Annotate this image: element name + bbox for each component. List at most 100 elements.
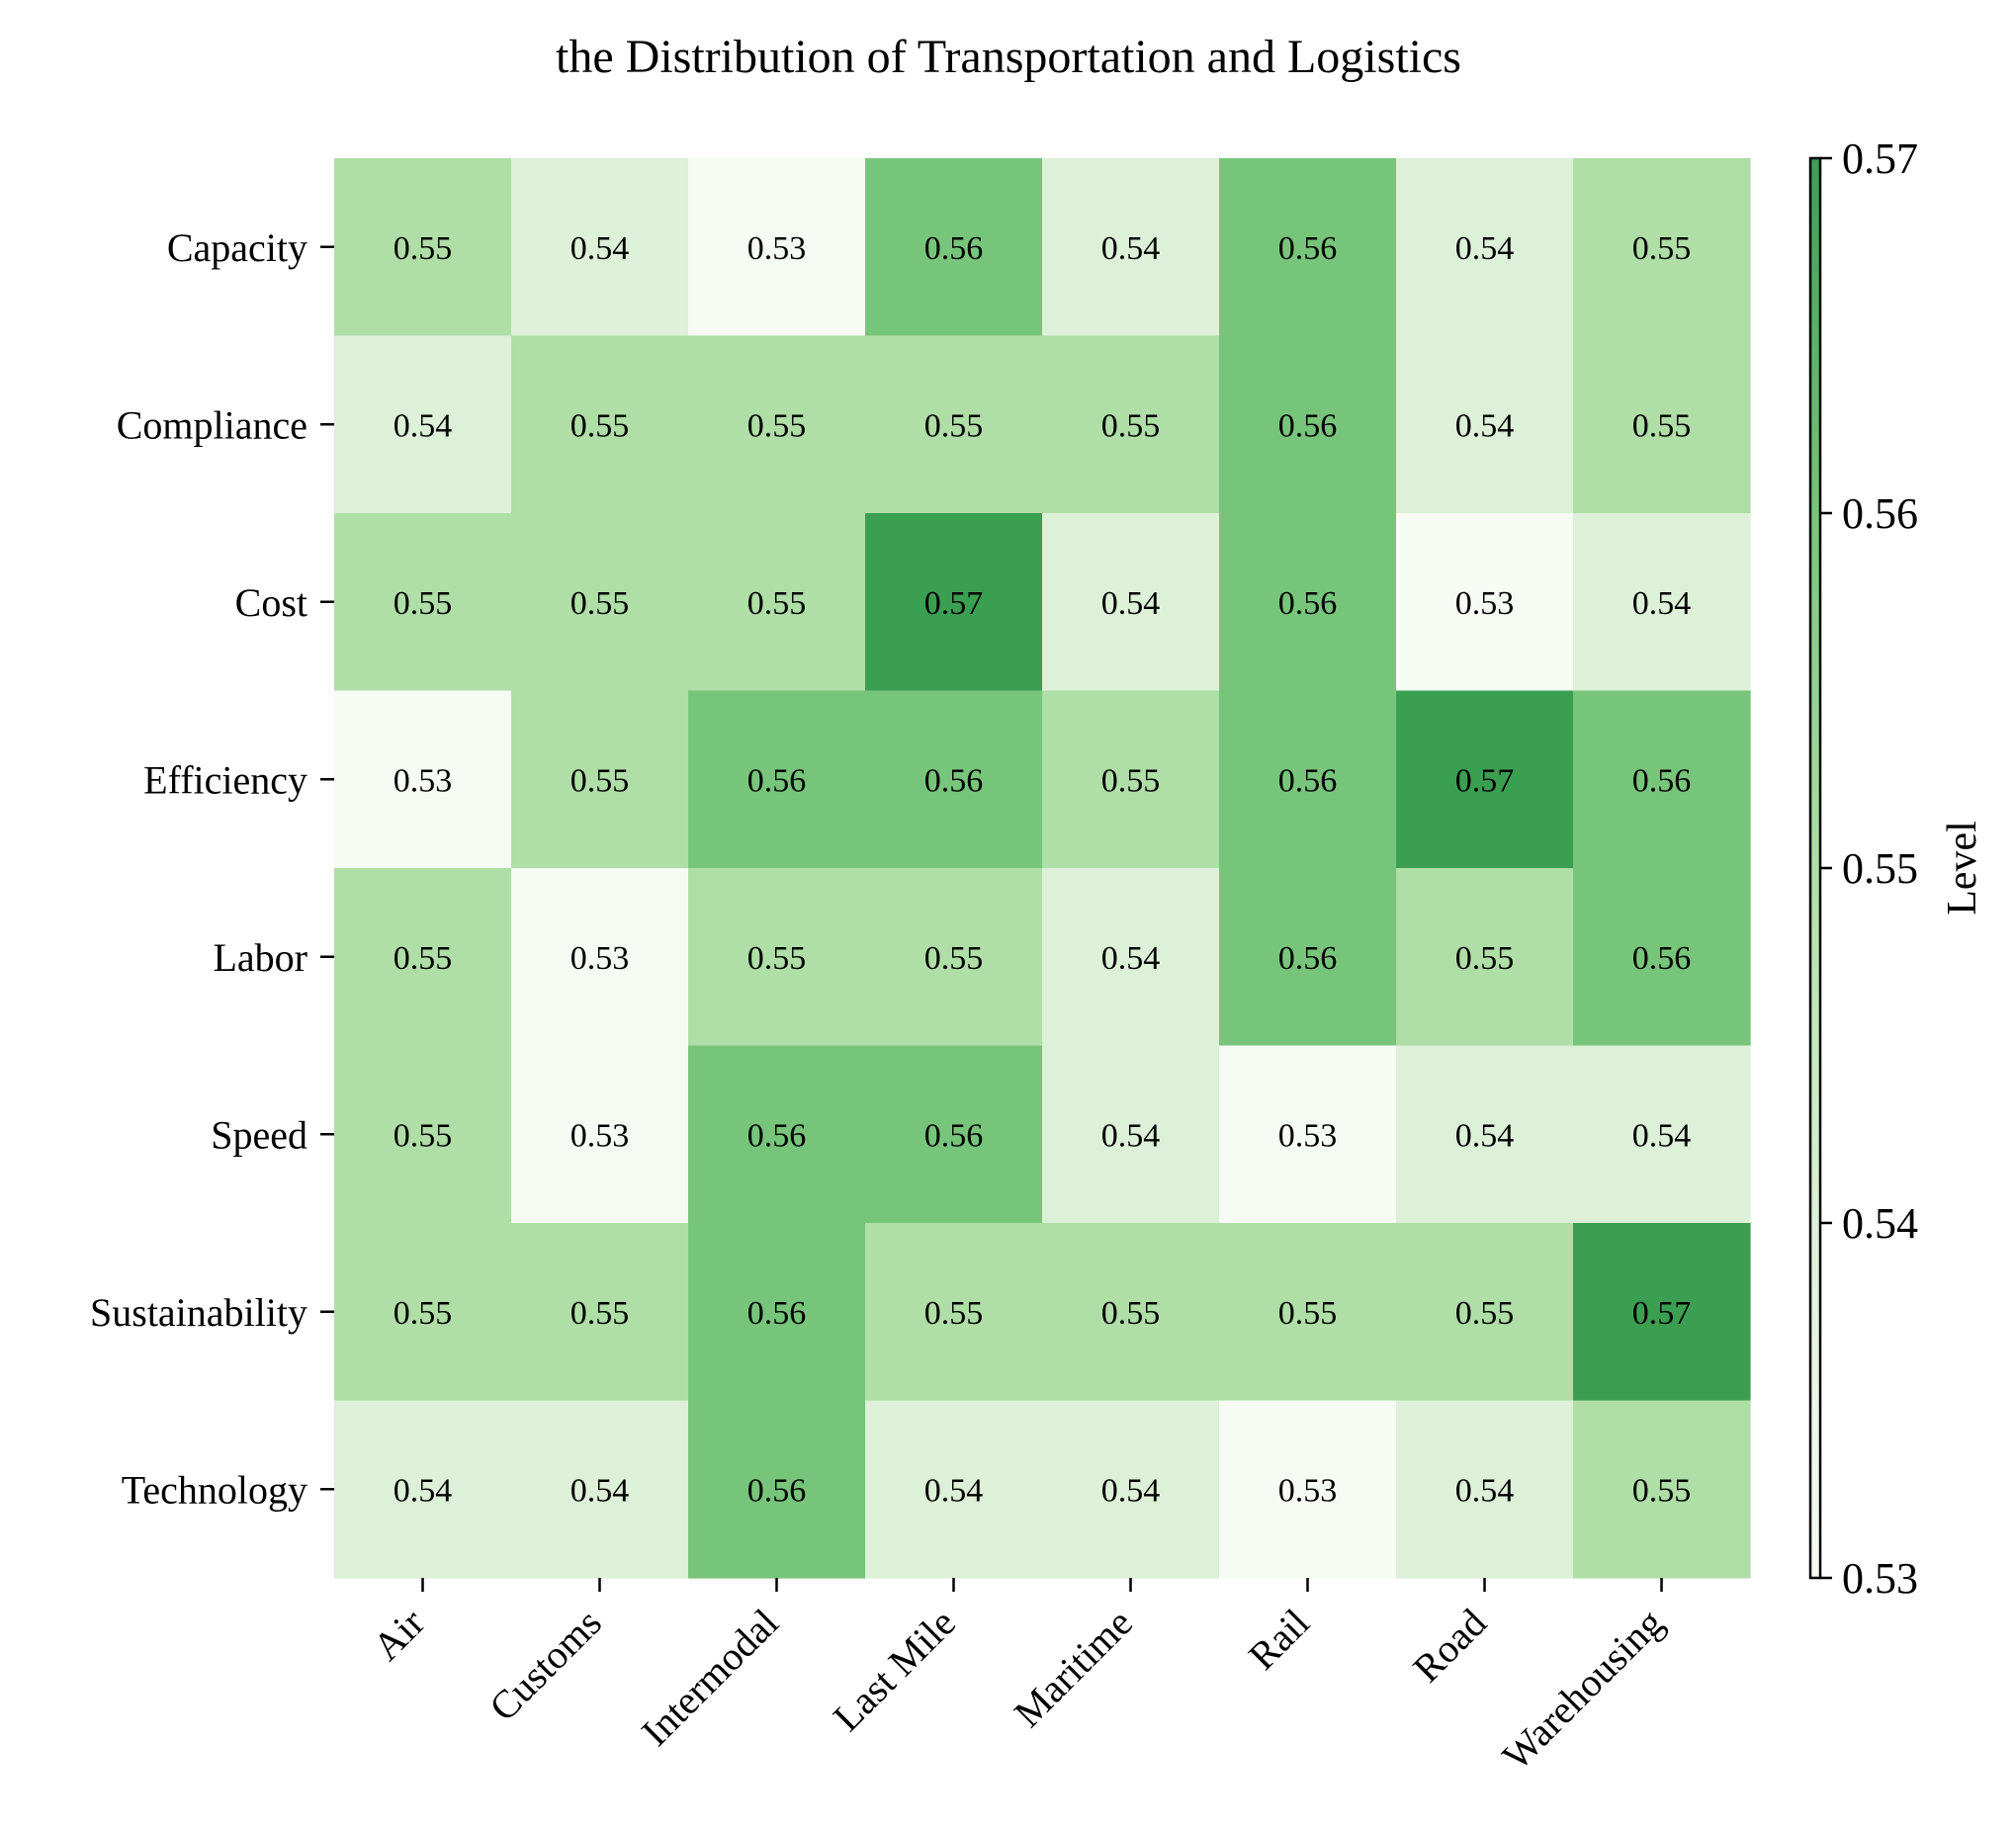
- heatmap-cell-labor-warehousing: [1573, 868, 1751, 1047]
- cell-value-label: 0.55: [1455, 1295, 1515, 1332]
- cell-value-label: 0.54: [1455, 1117, 1515, 1154]
- cell-value-label: 0.54: [924, 1472, 984, 1509]
- cell-value-label: 0.55: [394, 940, 453, 977]
- cell-value-label: 0.54: [1455, 1472, 1515, 1509]
- colorbar-tick-label: 0.57: [1842, 134, 1918, 183]
- colorbar: 0.53 0.54 0.55 0.56 0.57: [1808, 134, 1918, 1603]
- cell-value-label: 0.54: [570, 1472, 630, 1509]
- heatmap-cell-cost-road: [1396, 513, 1574, 692]
- y-axis: Capacity Compliance Cost Efficiency Labor Spe…: [90, 225, 334, 1512]
- heatmap-cell-cost-customs: [511, 513, 689, 692]
- colorbar-label: Level: [1940, 821, 1985, 915]
- heatmap-cell-efficiency-last-mile: [865, 690, 1043, 869]
- heatmap-cell-capacity-maritime: [1042, 158, 1220, 337]
- x-tick-label: Last Mile: [825, 1601, 964, 1740]
- heatmap-cell-efficiency-maritime: [1042, 690, 1220, 869]
- colorbar-tick-label: 0.56: [1842, 489, 1918, 538]
- cell-value-label: 0.55: [924, 940, 984, 977]
- heatmap-cell-technology-customs: [511, 1400, 689, 1579]
- cell-value-label: 0.53: [1278, 1472, 1338, 1509]
- colorbar-tick-label: 0.53: [1842, 1554, 1918, 1603]
- heatmap-cell-technology-intermodal: [688, 1400, 866, 1579]
- heatmap-cell-labor-customs: [511, 868, 689, 1047]
- heatmap-cell-labor-rail: [1219, 868, 1397, 1047]
- heatmap-cell-technology-warehousing: [1573, 1400, 1751, 1579]
- cell-value-label: 0.56: [924, 230, 984, 267]
- heatmap-cell-capacity-last-mile: [865, 158, 1043, 337]
- heatmap-cell-sustainability-rail: [1219, 1223, 1397, 1402]
- heatmap-cell-efficiency-air: [334, 690, 512, 869]
- cell-value-label: 0.55: [394, 1295, 453, 1332]
- heatmap-cell-technology-air: [334, 1400, 512, 1579]
- heatmap-cell-compliance-warehousing: [1573, 335, 1751, 514]
- heatmap-cell-labels: 0.55 0.54 0.53 0.56 0.54 0.56 0.54 0.55 0.54 0.55…: [394, 230, 1692, 1510]
- cell-value-label: 0.56: [1278, 762, 1338, 799]
- cell-value-label: 0.54: [394, 407, 453, 444]
- cell-value-label: 0.55: [924, 1295, 984, 1332]
- heatmap-cell-capacity-air: [334, 158, 512, 337]
- heatmap-cell-compliance-customs: [511, 335, 689, 514]
- heatmap-cell-compliance-rail: [1219, 335, 1397, 514]
- heatmap-cell-sustainability-maritime: [1042, 1223, 1220, 1402]
- heatmap-cell-technology-maritime: [1042, 1400, 1220, 1579]
- cell-value-label: 0.55: [1278, 1295, 1338, 1332]
- heatmap-cell-speed-intermodal: [688, 1045, 866, 1224]
- heatmap-cell-technology-rail: [1219, 1400, 1397, 1579]
- cell-value-label: 0.53: [570, 1117, 630, 1154]
- cell-value-label: 0.53: [1455, 585, 1515, 622]
- heatmap-cell-efficiency-road: [1396, 690, 1574, 869]
- heatmap-cell-labor-maritime: [1042, 868, 1220, 1047]
- cell-value-label: 0.56: [924, 762, 984, 799]
- x-tick-label: Customs: [481, 1601, 610, 1730]
- cell-value-label: 0.56: [1632, 940, 1692, 977]
- y-tick-label: Compliance: [117, 402, 307, 447]
- y-tick-label: Efficiency: [143, 757, 307, 802]
- x-tick-label: Air: [364, 1601, 433, 1670]
- heatmap-cell-compliance-intermodal: [688, 335, 866, 514]
- heatmap-cell-speed-warehousing: [1573, 1045, 1751, 1224]
- cell-value-label: 0.54: [1101, 585, 1161, 622]
- x-tick-label: Intermodal: [633, 1601, 787, 1755]
- heatmap-cell-speed-rail: [1219, 1045, 1397, 1224]
- heatmap-cell-sustainability-intermodal: [688, 1223, 866, 1402]
- heatmap-cell-efficiency-rail: [1219, 690, 1397, 869]
- heatmap-cell-cost-rail: [1219, 513, 1397, 692]
- heatmap-cell-labor-air: [334, 868, 512, 1047]
- cell-value-label: 0.55: [1101, 762, 1161, 799]
- cell-value-label: 0.55: [747, 940, 807, 977]
- cell-value-label: 0.55: [394, 585, 453, 622]
- x-tick-label: Rail: [1240, 1601, 1318, 1679]
- heatmap-cell-labor-road: [1396, 868, 1574, 1047]
- cell-value-label: 0.56: [747, 1117, 807, 1154]
- heatmap-cell-capacity-warehousing: [1573, 158, 1751, 337]
- x-tick-label: Maritime: [1006, 1601, 1141, 1736]
- heatmap-cell-efficiency-customs: [511, 690, 689, 869]
- y-tick-label: Capacity: [167, 225, 307, 270]
- cell-value-label: 0.53: [747, 230, 807, 267]
- heatmap-cell-efficiency-warehousing: [1573, 690, 1751, 869]
- cell-value-label: 0.56: [924, 1117, 984, 1154]
- heatmap-cell-capacity-rail: [1219, 158, 1397, 337]
- cell-value-label: 0.54: [1101, 1472, 1161, 1509]
- chart-title: the Distribution of Transportation and L…: [556, 31, 1461, 83]
- cell-value-label: 0.54: [1101, 1117, 1161, 1154]
- cell-value-label: 0.55: [1632, 407, 1692, 444]
- cell-value-label: 0.55: [1632, 230, 1692, 267]
- cell-value-label: 0.53: [570, 940, 630, 977]
- cell-value-label: 0.56: [747, 1295, 807, 1332]
- heatmap-cell-cost-intermodal: [688, 513, 866, 692]
- y-tick-label: Cost: [235, 580, 307, 625]
- y-tick-label: Speed: [211, 1112, 307, 1157]
- heatmap-cell-cost-warehousing: [1573, 513, 1751, 692]
- heatmap-cell-compliance-road: [1396, 335, 1574, 514]
- cell-value-label: 0.57: [1455, 762, 1515, 799]
- x-tick-label: Warehousing: [1494, 1601, 1672, 1779]
- heatmap-cell-sustainability-road: [1396, 1223, 1574, 1402]
- cell-value-label: 0.55: [747, 585, 807, 622]
- y-tick-label: Sustainability: [90, 1290, 307, 1335]
- cell-value-label: 0.56: [1278, 940, 1338, 977]
- heatmap-cell-capacity-customs: [511, 158, 689, 337]
- heatmap-cell-sustainability-warehousing: [1573, 1223, 1751, 1402]
- heatmap-cell-capacity-road: [1396, 158, 1574, 337]
- cell-value-label: 0.55: [570, 762, 630, 799]
